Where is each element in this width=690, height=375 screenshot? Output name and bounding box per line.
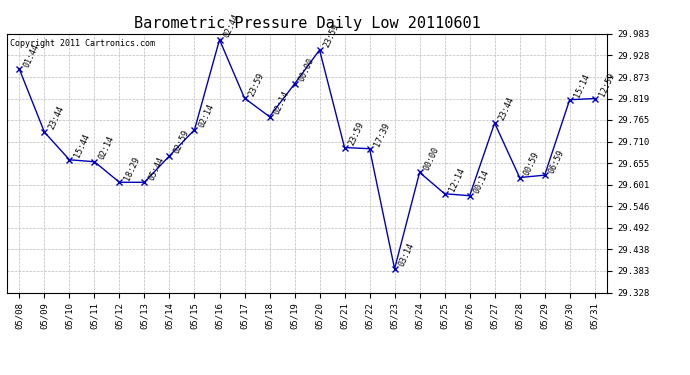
Text: 02:14: 02:14	[97, 135, 116, 161]
Text: 23:59: 23:59	[247, 71, 266, 98]
Text: 12:14: 12:14	[447, 166, 466, 193]
Text: 02:14: 02:14	[197, 102, 216, 129]
Text: 01:44: 01:44	[22, 42, 41, 69]
Text: 00:00: 00:00	[422, 145, 441, 172]
Text: 00:14: 00:14	[473, 168, 491, 195]
Text: Copyright 2011 Cartronics.com: Copyright 2011 Cartronics.com	[10, 39, 155, 48]
Text: 23:59: 23:59	[347, 120, 366, 147]
Text: 00:59: 00:59	[522, 150, 541, 177]
Text: 12:59: 12:59	[598, 71, 616, 98]
Text: 15:44: 15:44	[72, 132, 91, 159]
Text: 23:44: 23:44	[47, 105, 66, 131]
Text: 02:44: 02:44	[222, 12, 241, 39]
Text: 23:44: 23:44	[497, 96, 516, 122]
Text: 23:59: 23:59	[322, 23, 341, 49]
Text: 15:14: 15:14	[573, 72, 591, 99]
Text: 18:29: 18:29	[122, 155, 141, 182]
Text: 02:59: 02:59	[172, 129, 191, 155]
Title: Barometric Pressure Daily Low 20110601: Barometric Pressure Daily Low 20110601	[134, 16, 480, 31]
Text: 17:39: 17:39	[373, 122, 391, 148]
Text: 03:14: 03:14	[397, 242, 416, 268]
Text: 05:44: 05:44	[147, 155, 166, 182]
Text: 00:00: 00:00	[297, 57, 316, 83]
Text: 02:14: 02:14	[273, 90, 291, 116]
Text: 06:59: 06:59	[547, 148, 566, 174]
